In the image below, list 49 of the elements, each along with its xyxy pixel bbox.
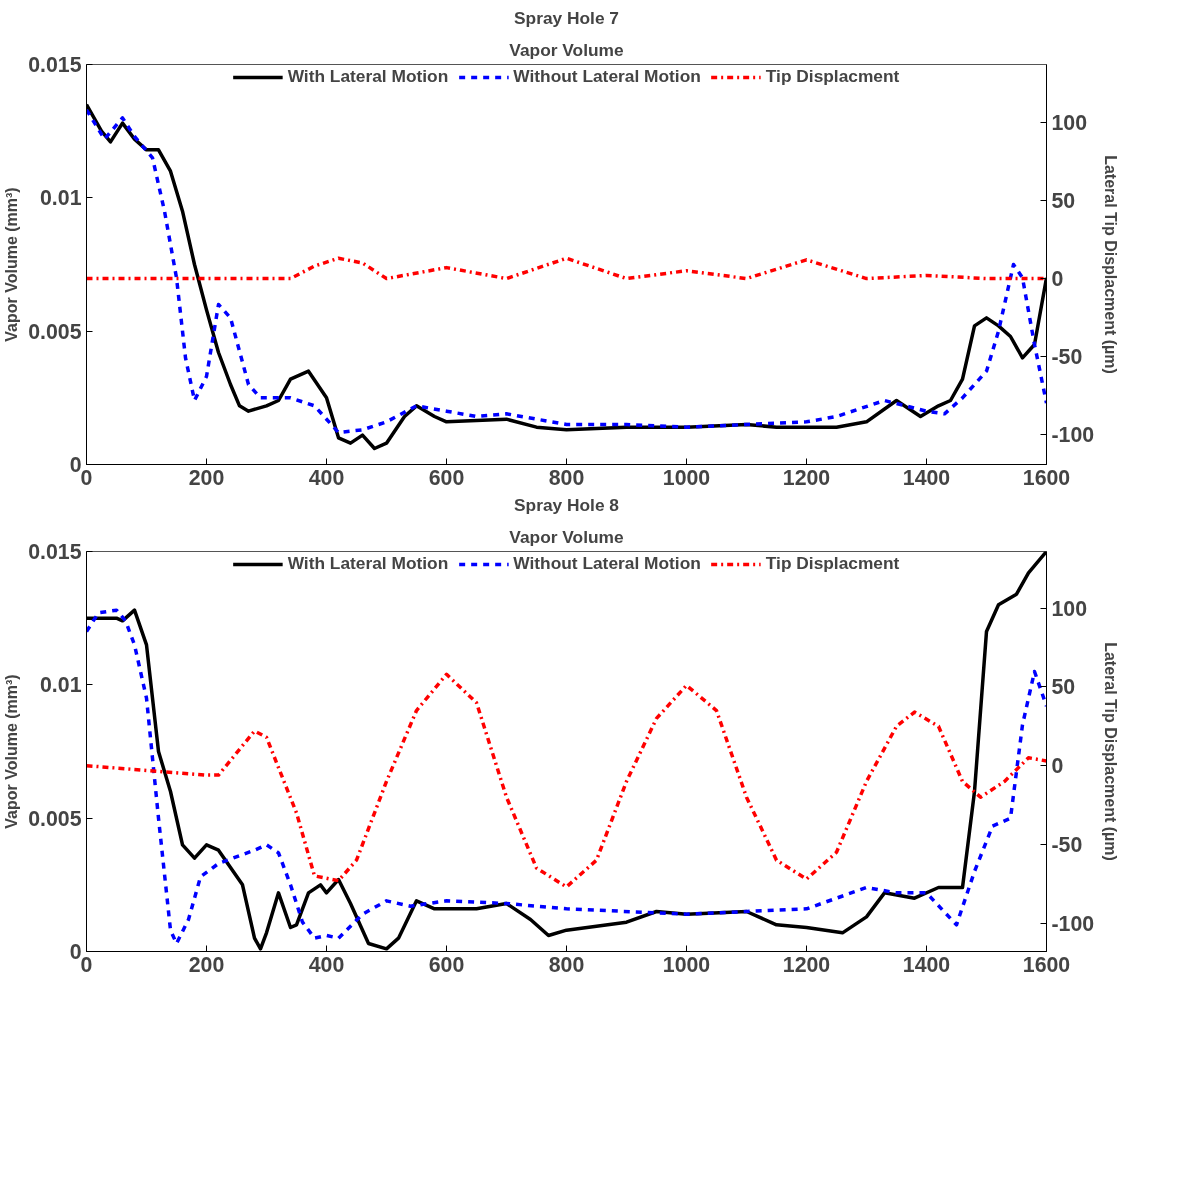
legend-label: With Lateral Motion xyxy=(287,553,449,574)
y2-tick-label: 0 xyxy=(1051,754,1064,779)
legend-label: Tip Displacment xyxy=(765,553,900,574)
x-tick-label: 600 xyxy=(428,465,465,490)
y-tick-label: 0.015 xyxy=(28,53,82,77)
x-tick-label: 200 xyxy=(188,952,225,977)
chart-subtitle: Vapor Volume xyxy=(509,39,624,60)
x-tick-label: 1200 xyxy=(782,465,831,490)
y2-tick-label: -100 xyxy=(1051,911,1095,936)
x-tick-label: 1200 xyxy=(782,952,831,977)
chart-title: Spray Hole 7 xyxy=(514,7,619,28)
line-series xyxy=(86,672,1047,889)
x-tick-label: 1400 xyxy=(902,465,951,490)
y2-tick-label: 0 xyxy=(1051,267,1064,292)
y2-tick-label: -100 xyxy=(1051,423,1095,448)
x-tick-label: 1000 xyxy=(662,465,711,490)
y2-tick-label: 100 xyxy=(1051,110,1088,135)
y2-axis-title: Lateral Tip Displacment (µm) xyxy=(1102,642,1120,861)
y-tick-label: 0.005 xyxy=(28,319,82,344)
y2-tick-label: -50 xyxy=(1051,345,1083,370)
y2-tick-label: 100 xyxy=(1051,596,1088,621)
x-tick-label: 1400 xyxy=(902,952,951,977)
x-tick-label: 800 xyxy=(548,465,585,490)
y-tick-label: 0.01 xyxy=(39,186,82,211)
y-tick-label: 0.01 xyxy=(39,673,82,698)
y2-tick-label: -50 xyxy=(1051,832,1083,857)
y2-tick-label: 50 xyxy=(1051,188,1076,213)
x-tick-label: 200 xyxy=(188,465,225,490)
chart-title: Spray Hole 8 xyxy=(514,494,620,515)
legend-label: Without Lateral Motion xyxy=(513,66,701,87)
x-tick-label: 400 xyxy=(308,952,345,977)
x-tick-label: 1000 xyxy=(662,952,711,977)
legend-label: With Lateral Motion xyxy=(287,66,449,87)
x-tick-label: 600 xyxy=(428,952,465,977)
y2-tick-label: 50 xyxy=(1051,675,1076,700)
legend-label: Tip Displacment xyxy=(765,66,900,87)
x-tick-label: 800 xyxy=(548,952,585,977)
y-tick-label: 0.015 xyxy=(28,540,82,564)
x-tick-label: 1600 xyxy=(1022,952,1071,977)
line-series xyxy=(86,608,1047,946)
legend-label: Without Lateral Motion xyxy=(513,553,701,574)
y-axis-title: Vapor Volume (mm³) xyxy=(3,674,21,829)
y-axis-title: Vapor Volume (mm³) xyxy=(3,187,21,342)
line-series xyxy=(86,256,1047,281)
x-tick-label: 1600 xyxy=(1022,465,1071,490)
y2-axis-title: Lateral Tip Displacment (µm) xyxy=(1102,155,1120,374)
chart-subtitle: Vapor Volume xyxy=(509,526,624,547)
x-tick-label: 400 xyxy=(308,465,345,490)
y-tick-label: 0.005 xyxy=(28,806,82,831)
